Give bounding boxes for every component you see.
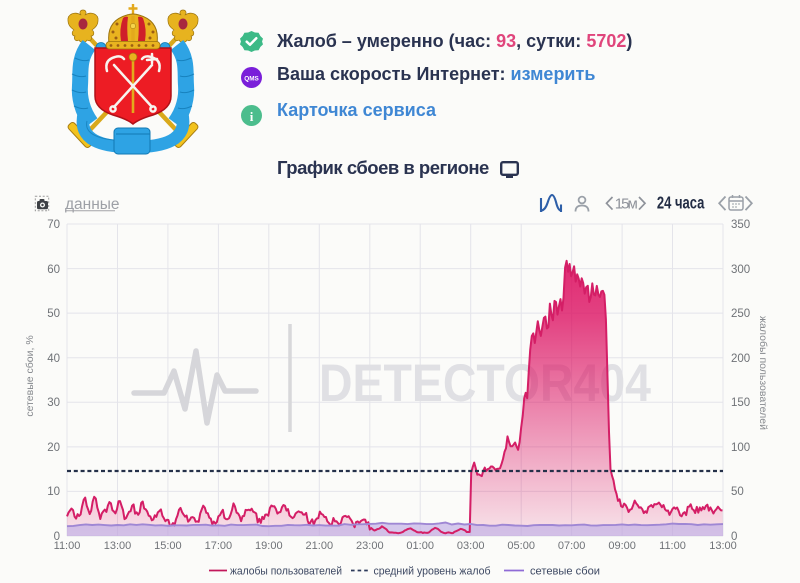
svg-text:0: 0: [54, 531, 60, 543]
svg-text:300: 300: [731, 264, 750, 276]
svg-text:23:00: 23:00: [356, 540, 384, 552]
svg-text:50: 50: [47, 308, 60, 320]
svg-text:03:00: 03:00: [457, 540, 485, 552]
svg-text:09:00: 09:00: [608, 540, 636, 552]
svg-text:11:00: 11:00: [659, 540, 686, 552]
svg-text:60: 60: [47, 264, 60, 276]
svg-text:01:00: 01:00: [406, 540, 434, 552]
svg-text:05:00: 05:00: [507, 540, 535, 552]
svg-text:20: 20: [47, 442, 60, 454]
svg-text:13:00: 13:00: [104, 540, 132, 552]
svg-text:07:00: 07:00: [558, 540, 586, 552]
svg-text:100: 100: [731, 442, 750, 454]
svg-text:13:00: 13:00: [709, 540, 737, 552]
svg-text:сетевые сбои: сетевые сбои: [530, 566, 600, 578]
svg-text:15м: 15м: [615, 196, 638, 213]
svg-text:24 часа: 24 часа: [657, 193, 705, 213]
svg-text:11:00: 11:00: [54, 540, 81, 552]
svg-text:0: 0: [731, 531, 737, 543]
svg-text:150: 150: [731, 397, 750, 409]
svg-text:i: i: [250, 109, 254, 124]
svg-text:70: 70: [47, 219, 60, 231]
svg-text:17:00: 17:00: [205, 540, 233, 552]
svg-text:10: 10: [47, 486, 60, 498]
svg-text:данные: данные: [65, 196, 120, 213]
svg-text:250: 250: [731, 308, 750, 320]
svg-text:жалобы пользователей: жалобы пользователей: [757, 316, 769, 430]
svg-text:30: 30: [47, 397, 60, 409]
svg-text:QMS: QMS: [244, 75, 259, 82]
svg-text:40: 40: [47, 353, 60, 365]
svg-text:50: 50: [731, 486, 744, 498]
svg-text:сетевые сбои, %: сетевые сбои, %: [24, 335, 36, 416]
svg-text:200: 200: [731, 353, 750, 365]
svg-text:жалобы пользователей: жалобы пользователей: [230, 566, 342, 578]
svg-text:15:00: 15:00: [154, 540, 182, 552]
svg-text:19:00: 19:00: [255, 540, 283, 552]
svg-text:350: 350: [731, 219, 750, 231]
svg-text:средний уровень жалоб: средний уровень жалоб: [374, 566, 491, 578]
svg-text:21:00: 21:00: [306, 540, 334, 552]
